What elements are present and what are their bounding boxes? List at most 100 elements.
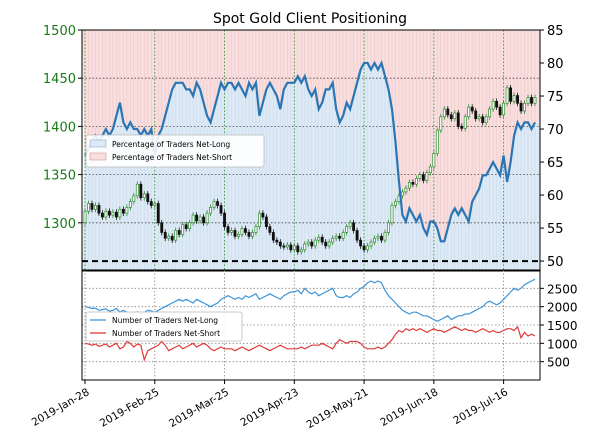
price-candle xyxy=(289,242,293,253)
candle-body xyxy=(373,237,376,243)
price-candle xyxy=(90,200,94,213)
price-candle xyxy=(418,171,422,182)
price-candle xyxy=(268,223,272,236)
candle-body xyxy=(202,216,206,224)
candle-body xyxy=(512,95,516,102)
candle-body xyxy=(362,245,366,251)
x-axis-ticks: 2019-Jan-28 2019-Feb-25 2019-Mar-25 2019-Ap… xyxy=(30,380,510,431)
candle-body xyxy=(380,235,383,241)
right-tick-label: 60 xyxy=(547,189,564,204)
bottom-legend-box xyxy=(85,311,243,342)
candle-body xyxy=(128,201,132,208)
price-candle xyxy=(299,246,303,255)
price-candle xyxy=(271,229,275,244)
candle-body xyxy=(135,183,139,197)
candle-body xyxy=(519,102,523,112)
legend-swatch-net-long xyxy=(89,139,107,148)
price-candle xyxy=(460,123,464,132)
price-candle xyxy=(467,104,471,120)
legend-label-net-short: Percentage of Traders Net-Short xyxy=(112,153,232,162)
right-axis-ticks-top: 50 55 60 65 70 75 80 85 xyxy=(540,24,564,270)
candle-body xyxy=(432,153,436,168)
price-candle xyxy=(104,208,108,220)
candle-body xyxy=(219,205,223,214)
price-candle xyxy=(526,94,530,107)
price-candle xyxy=(306,239,310,247)
candle-body xyxy=(261,212,265,218)
candle-body xyxy=(278,241,282,247)
price-candle xyxy=(233,227,237,240)
price-candle xyxy=(432,150,436,170)
right-tick-label: 70 xyxy=(547,123,564,138)
price-candle xyxy=(261,210,265,220)
price-candle xyxy=(118,206,122,220)
candle-body xyxy=(247,232,251,237)
candle-body xyxy=(523,102,526,112)
candle-body xyxy=(446,108,450,116)
price-candle xyxy=(244,225,247,236)
candle-body xyxy=(463,116,467,129)
candle-body xyxy=(509,87,513,102)
candle-body xyxy=(181,224,185,235)
candle-body xyxy=(439,116,443,131)
price-candle xyxy=(380,233,383,244)
price-candle xyxy=(128,198,132,211)
candle-body xyxy=(348,222,352,228)
price-candle xyxy=(421,171,425,184)
traders-net-long-line xyxy=(84,278,536,322)
price-candle xyxy=(212,198,216,211)
price-candle xyxy=(439,113,443,134)
x-tick-label: 2019-Apr-23 xyxy=(239,386,301,429)
gold-price-candles xyxy=(83,84,537,255)
price-candle xyxy=(338,233,342,242)
price-candle xyxy=(111,209,115,218)
candle-body xyxy=(470,106,474,112)
candle-body xyxy=(174,230,178,241)
candle-body xyxy=(271,232,275,241)
left-tick-label: 1350 xyxy=(43,169,76,184)
price-candle xyxy=(425,169,429,184)
price-candle xyxy=(442,106,446,120)
candle-body xyxy=(383,232,387,241)
candle-body xyxy=(414,178,418,185)
price-candle xyxy=(191,212,195,226)
candle-body xyxy=(121,208,125,214)
candle-body xyxy=(83,210,87,224)
price-candle xyxy=(177,227,181,238)
price-candle xyxy=(495,98,499,111)
price-candle xyxy=(366,243,369,253)
price-candle xyxy=(407,179,411,191)
price-candle xyxy=(205,210,209,226)
candle-body xyxy=(156,203,160,224)
candle-body xyxy=(226,226,230,233)
candle-body xyxy=(170,235,174,241)
candle-body xyxy=(191,214,195,224)
left-axis-ticks: 1300 1350 1400 1450 1500 xyxy=(43,24,82,232)
price-candle xyxy=(226,223,230,236)
x-tick-label: 2019-May-21 xyxy=(305,386,371,431)
legend-swatch-net-short xyxy=(89,152,107,161)
price-candle xyxy=(247,229,251,240)
right-tick-label: 85 xyxy=(547,24,564,39)
candle-body xyxy=(324,241,328,247)
price-candle xyxy=(181,221,185,238)
candle-body xyxy=(275,239,279,243)
candle-body xyxy=(188,222,192,229)
price-candle xyxy=(334,233,338,242)
price-candle xyxy=(376,233,380,242)
candle-body xyxy=(317,236,321,241)
candle-body xyxy=(132,195,136,202)
right-tick-label: 80 xyxy=(547,57,564,72)
candle-body xyxy=(285,244,289,248)
price-candle xyxy=(184,221,188,232)
price-candle xyxy=(251,229,254,240)
candle-body xyxy=(163,232,167,239)
candle-body xyxy=(481,116,485,123)
right-tick-label-bottom: 1500 xyxy=(547,319,578,333)
chart-title: Spot Gold Client Positioning xyxy=(213,11,407,27)
price-candle xyxy=(174,227,178,244)
price-candle xyxy=(142,190,146,201)
candle-body xyxy=(264,216,268,228)
candle-body xyxy=(146,193,150,202)
